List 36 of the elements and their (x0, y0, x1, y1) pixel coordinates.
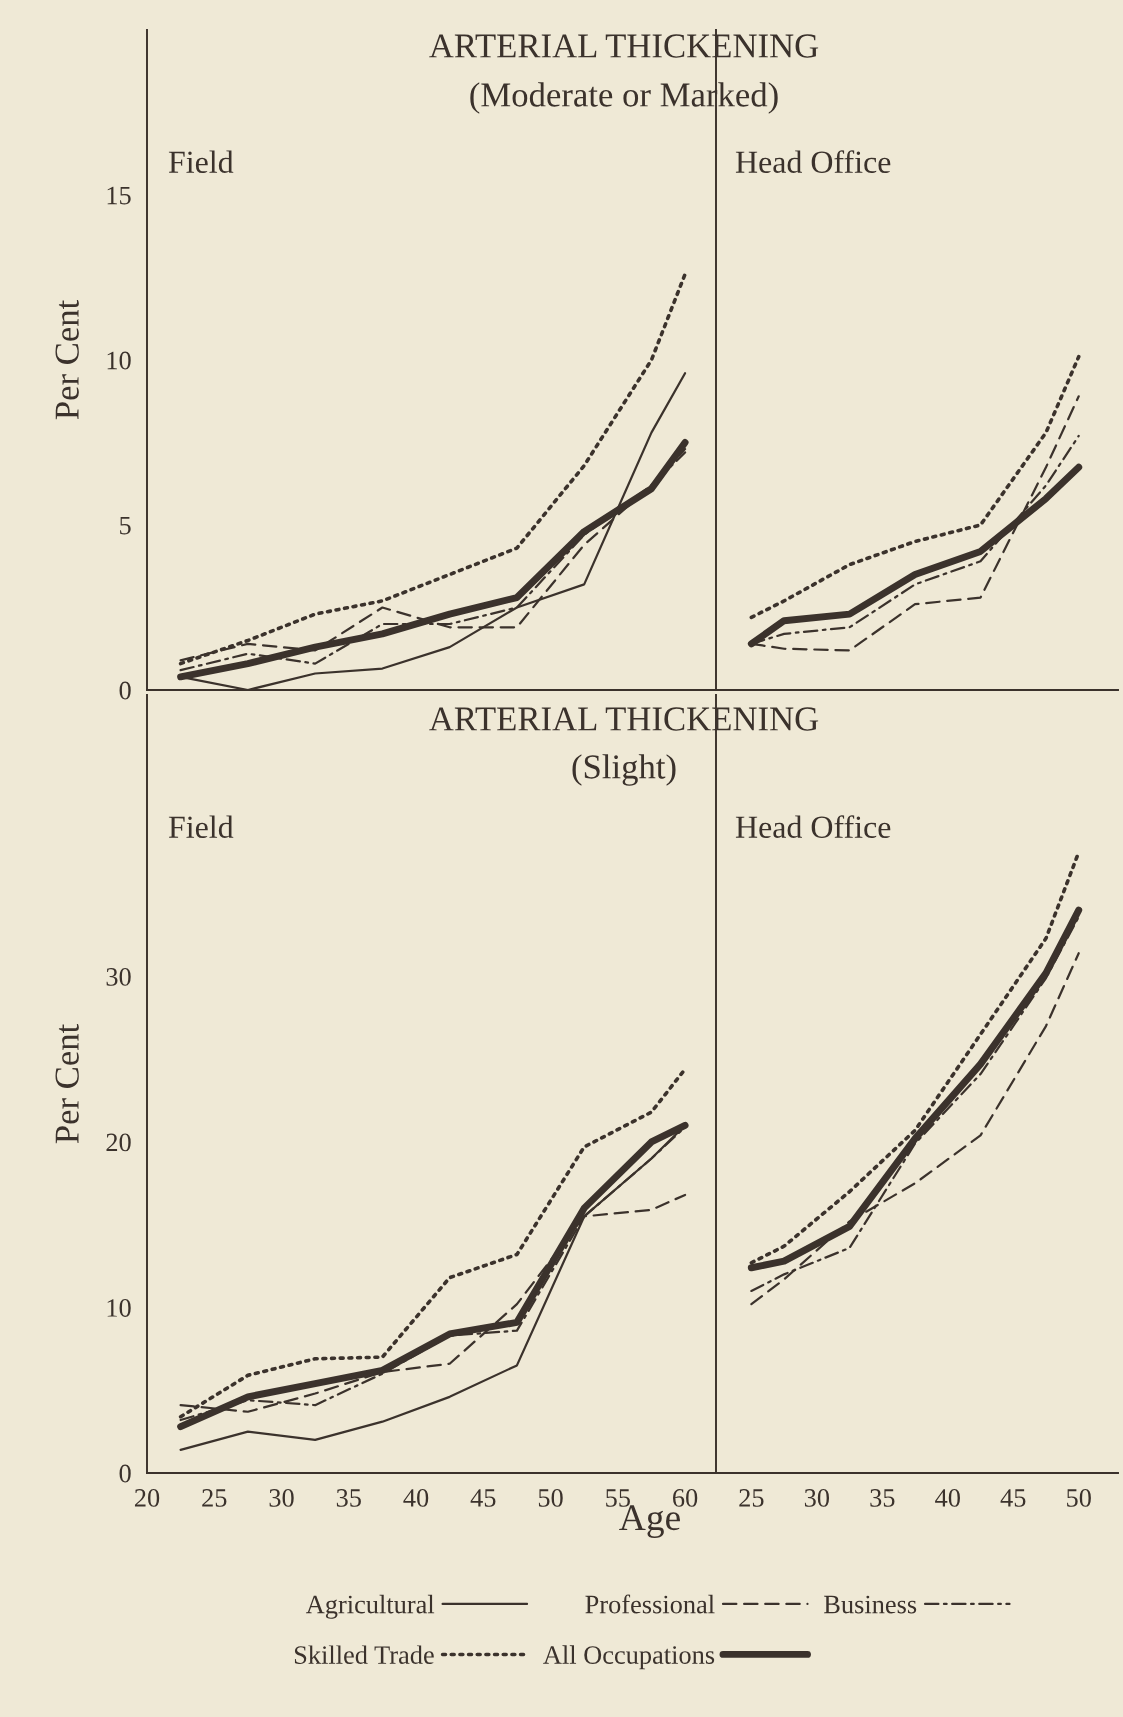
y-tick-label: 10 (107, 1299, 131, 1317)
legend-label: Agricultural (305, 1594, 435, 1619)
x-tick-label: 60 (673, 1489, 698, 1507)
y-tick-label: 20 (106, 1133, 131, 1152)
y-tick-label: 15 (107, 186, 131, 205)
text: (Slight) (572, 754, 676, 786)
y-axis-title: Per Cent (55, 299, 79, 420)
y-tick-label: 0 (119, 1464, 131, 1483)
x-tick-label: 35 (870, 1489, 895, 1507)
x-tick-label: 20 (134, 1489, 160, 1507)
x-tick-label: 35 (336, 1489, 361, 1507)
annotation: Head Office (735, 150, 891, 173)
annotation: Field (168, 150, 234, 173)
x-tick-label: 25 (202, 1489, 227, 1507)
x-tick-label: 40 (403, 1489, 429, 1507)
y-tick-label: 10 (107, 351, 131, 370)
legend-label: All Occupations (543, 1645, 715, 1670)
x-tick-label: 45 (470, 1489, 496, 1507)
annotation: Field (168, 815, 234, 838)
x-tick-label: 30 (804, 1489, 830, 1507)
y-tick-label: 0 (119, 681, 131, 700)
x-tick-label: 45 (1000, 1489, 1026, 1507)
x-tick-label: 50 (538, 1489, 563, 1507)
x-axis-title: Age (619, 1505, 680, 1538)
legend-label: Professional (585, 1594, 715, 1614)
annotation: Head Office (735, 815, 891, 838)
x-tick-label: 50 (1067, 1489, 1091, 1507)
x-tick-label: 55 (606, 1489, 630, 1507)
y-tick-label: 30 (106, 968, 131, 986)
x-tick-label: 30 (269, 1489, 294, 1507)
y-axis-title: Per Cent (55, 1023, 79, 1144)
x-tick-label: 25 (739, 1489, 764, 1507)
y-tick-label: 5 (120, 516, 131, 535)
x-tick-label: 40 (935, 1489, 960, 1507)
legend-label: Business (824, 1595, 917, 1614)
legend-label: Skilled Trade (294, 1645, 434, 1664)
